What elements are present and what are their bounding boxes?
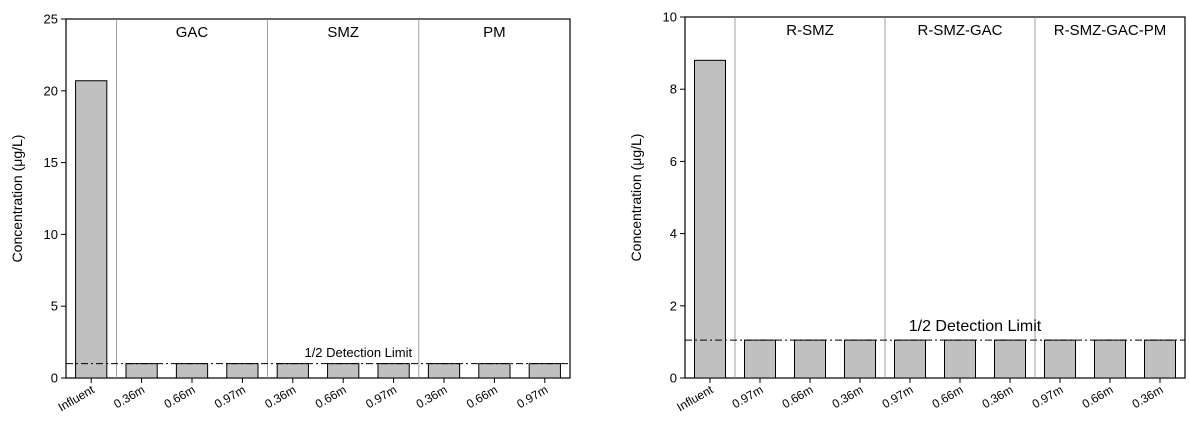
chart-right: 0 2 4 6 8 10 Concentration (μg/L) R-SMZ R-SMZ-GA…	[628, 10, 1186, 414]
y-axis-label: Concentration (μg/L)	[628, 134, 644, 262]
bar	[944, 339, 976, 379]
y-tick-label: 0	[51, 371, 58, 386]
x-tick-label: 0.97m	[212, 382, 248, 411]
y-tick-label: 2	[670, 298, 677, 313]
y-tick-label: 6	[670, 154, 677, 169]
x-tick-label: 0.36m	[1130, 382, 1166, 411]
x-tick-label: 0.36m	[980, 382, 1016, 411]
bar	[75, 80, 108, 379]
group-label: PM	[483, 24, 506, 41]
group-label: GAC	[176, 24, 209, 41]
bar	[175, 363, 209, 379]
y-tick-label: 20	[44, 83, 58, 98]
x-tick-label: 0.36m	[414, 382, 450, 411]
bar	[694, 59, 726, 379]
bar	[844, 339, 876, 379]
x-tick-label: 0.66m	[162, 382, 198, 411]
y-tick-label: 25	[44, 12, 58, 27]
y-tick-label: 5	[51, 299, 58, 314]
bar	[1144, 339, 1176, 379]
chart-left: 0 5 10 15 20 25 Concentration (μg/L) GAC SMZ PM In…	[9, 12, 571, 414]
bar	[894, 339, 926, 379]
group-label: R-SMZ	[786, 22, 834, 39]
y-tick-label: 0	[670, 371, 677, 386]
bar	[744, 339, 776, 379]
bar	[125, 363, 158, 379]
x-tick-label: 0.97m	[363, 382, 399, 411]
bar	[528, 363, 561, 379]
plot-frame	[684, 16, 1186, 379]
bar	[478, 363, 511, 379]
bar	[327, 363, 360, 379]
bar	[427, 363, 461, 379]
y-axis-label: Concentration (μg/L)	[9, 135, 25, 263]
bar	[1094, 339, 1126, 379]
x-tick-label: 0.97m	[880, 382, 916, 411]
y-tick-label: 10	[44, 227, 58, 242]
x-tick-label: 0.66m	[930, 382, 966, 411]
x-tick-label: 0.36m	[262, 382, 298, 411]
y-tick-label: 10	[663, 10, 677, 25]
detection-limit-label: 1/2 Detection Limit	[909, 318, 1042, 335]
detection-limit-label: 1/2 Detection Limit	[304, 345, 412, 360]
x-tick-label: 0.36m	[111, 382, 147, 411]
x-tick-label: Influent	[56, 382, 98, 414]
bar	[1044, 339, 1076, 379]
bar	[276, 363, 309, 379]
y-tick-label: 8	[670, 82, 677, 97]
x-tick-label: 0.97m	[730, 382, 766, 411]
y-tick-label: 15	[44, 155, 58, 170]
x-tick-label: 0.66m	[1080, 382, 1116, 411]
x-tick-label: 0.97m	[514, 382, 550, 411]
bar	[226, 363, 259, 379]
x-tick-label: Influent	[674, 382, 716, 414]
bar	[994, 339, 1026, 379]
bar	[794, 339, 826, 379]
bar	[377, 363, 410, 379]
x-tick-label: 0.66m	[313, 382, 349, 411]
group-label: R-SMZ-GAC	[918, 22, 1003, 39]
x-tick-label: 0.97m	[1030, 382, 1066, 411]
group-label: SMZ	[327, 24, 359, 41]
x-tick-label: 0.66m	[780, 382, 816, 411]
x-tick-label: 0.66m	[464, 382, 500, 411]
plot-frame	[65, 18, 571, 379]
y-tick-label: 4	[670, 226, 677, 241]
x-tick-label: 0.36m	[830, 382, 866, 411]
group-label: R-SMZ-GAC-PM	[1054, 22, 1167, 39]
